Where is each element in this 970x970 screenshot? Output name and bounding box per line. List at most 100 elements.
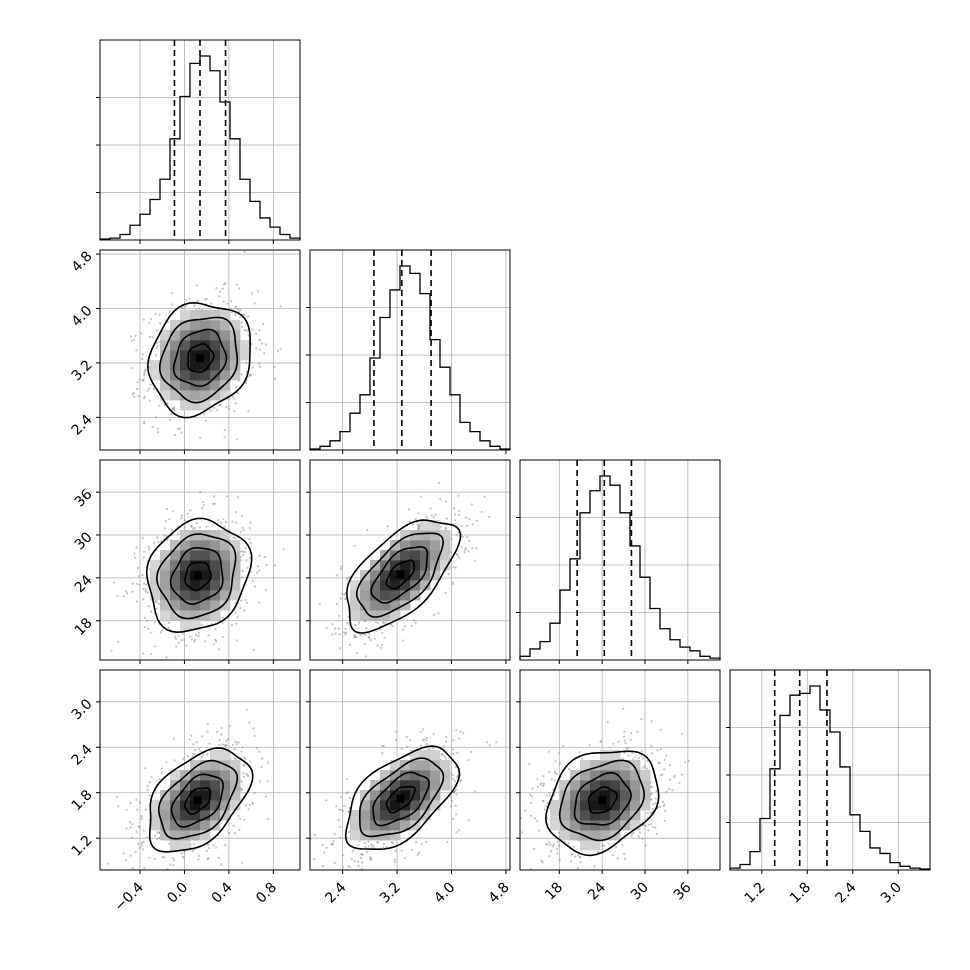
sample-point xyxy=(235,743,238,746)
density-cell xyxy=(410,560,421,571)
sample-point xyxy=(233,832,237,835)
sample-point xyxy=(235,305,238,308)
sample-point xyxy=(230,623,234,627)
sample-point xyxy=(245,601,249,605)
density-cell xyxy=(180,810,191,821)
density-cell xyxy=(190,340,201,351)
sample-point xyxy=(192,527,195,530)
density-cell xyxy=(410,760,421,771)
density-cell xyxy=(600,800,611,811)
sample-point xyxy=(133,552,136,555)
sample-point xyxy=(452,753,455,756)
joint-density xyxy=(129,250,282,441)
density-cell xyxy=(240,350,251,361)
sample-point xyxy=(548,855,551,858)
sample-point xyxy=(163,856,166,859)
sample-point xyxy=(330,842,333,845)
sample-point xyxy=(323,851,326,854)
panel-frame xyxy=(99,39,301,241)
sample-point xyxy=(393,858,396,861)
sample-point xyxy=(273,366,276,369)
sample-point xyxy=(141,537,144,540)
sample-point xyxy=(466,535,469,539)
sample-point xyxy=(313,833,316,837)
density-cell xyxy=(210,530,221,541)
sample-point xyxy=(646,759,649,763)
sample-point xyxy=(171,857,174,860)
sample-point xyxy=(467,759,470,762)
sample-point xyxy=(201,735,204,738)
density-cell xyxy=(230,590,241,601)
sample-point xyxy=(343,805,346,808)
sample-point xyxy=(240,550,243,553)
sample-point xyxy=(222,283,226,286)
sample-point xyxy=(364,845,367,849)
sample-point xyxy=(190,525,193,528)
sample-point xyxy=(516,825,518,827)
sample-point xyxy=(420,843,423,846)
density-cell xyxy=(180,340,191,351)
sample-point xyxy=(347,810,350,814)
sample-point xyxy=(555,772,559,775)
sample-point xyxy=(258,329,261,332)
sample-point xyxy=(228,831,231,835)
sample-point xyxy=(245,708,248,711)
sample-point xyxy=(129,854,132,857)
sample-point xyxy=(414,518,417,521)
density-cell xyxy=(380,810,391,821)
sample-point xyxy=(176,525,179,528)
sample-point xyxy=(622,735,626,738)
sample-point xyxy=(207,634,210,637)
sample-point xyxy=(135,546,138,549)
sample-point xyxy=(251,802,255,806)
sample-point xyxy=(422,738,426,741)
density-cell xyxy=(160,550,171,561)
sample-point xyxy=(231,520,234,523)
sample-point xyxy=(630,833,633,836)
density-cell xyxy=(210,360,221,371)
sample-point xyxy=(551,845,555,848)
sample-point xyxy=(550,850,553,853)
density-cell xyxy=(220,580,231,591)
sample-point xyxy=(364,655,367,658)
joint-panel-3-2: 18 24 30 36 xyxy=(516,669,721,904)
sample-point xyxy=(646,811,649,815)
sample-point xyxy=(251,579,254,583)
sample-point xyxy=(171,292,174,295)
sample-point xyxy=(183,850,186,854)
sample-point xyxy=(202,880,204,882)
density-cell xyxy=(200,390,211,401)
sample-point xyxy=(198,307,201,310)
density-cell xyxy=(420,540,431,551)
sample-point xyxy=(353,634,356,637)
sample-point xyxy=(488,744,491,747)
sample-point xyxy=(132,338,135,341)
x-tick-label: 30 xyxy=(628,880,652,904)
sample-point xyxy=(451,581,454,584)
density-cell xyxy=(600,810,611,821)
density-cell xyxy=(190,780,201,791)
sample-point xyxy=(659,774,663,777)
density-cell xyxy=(200,770,211,781)
sample-point xyxy=(425,742,428,746)
sample-point xyxy=(224,282,227,285)
sample-point xyxy=(459,730,462,733)
sample-point xyxy=(545,805,548,808)
sample-point xyxy=(521,831,524,834)
sample-point xyxy=(386,525,389,528)
sample-point xyxy=(460,545,464,549)
density-cell xyxy=(200,600,211,611)
sample-point xyxy=(641,837,644,841)
density-cell xyxy=(630,820,641,831)
sample-point xyxy=(248,538,251,541)
density-cell xyxy=(170,830,181,841)
sample-point xyxy=(540,859,543,862)
sample-point xyxy=(245,329,248,332)
sample-point xyxy=(239,308,242,311)
density-cell xyxy=(160,820,171,831)
sample-point xyxy=(238,828,241,831)
density-cell xyxy=(180,840,191,851)
sample-point xyxy=(122,595,125,598)
density-cell xyxy=(160,800,171,811)
density-cell xyxy=(220,320,231,331)
